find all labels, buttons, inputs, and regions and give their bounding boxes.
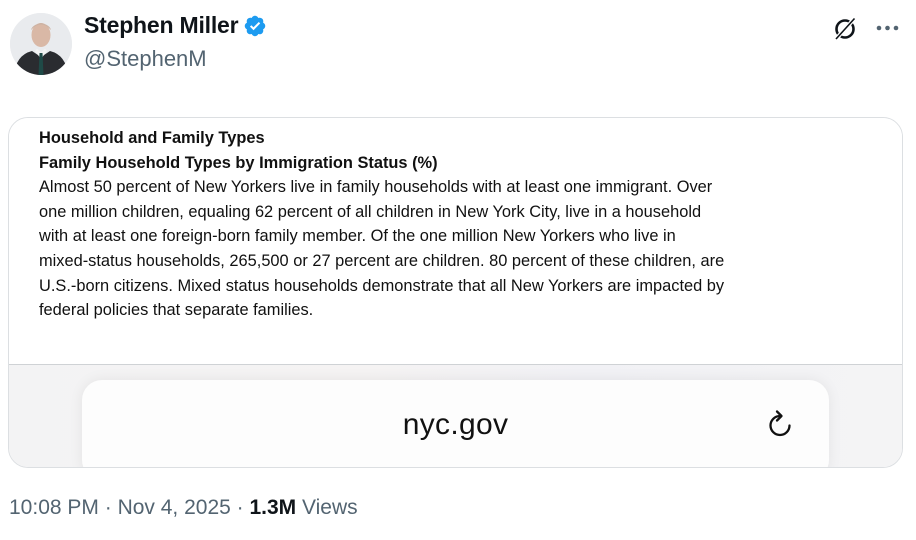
- browser-bar: nyc.gov: [9, 365, 902, 467]
- address-bar[interactable]: nyc.gov: [82, 380, 829, 467]
- reload-icon: [769, 410, 791, 437]
- document-line: with at least one foreign-born family me…: [39, 227, 676, 246]
- post-time[interactable]: 10:08 PM: [9, 496, 99, 519]
- document-line: mixed-status households, 265,500 or 27 p…: [39, 251, 725, 270]
- document-line: one million children, equaling 62 percen…: [39, 202, 702, 221]
- meta-separator: ·: [98, 496, 118, 519]
- views-label: Views: [296, 496, 358, 519]
- meta-separator: ·: [230, 496, 250, 519]
- document-heading: Household and Family Types: [39, 129, 265, 147]
- document-screenshot: Household and Family Types Family Househ…: [9, 118, 902, 365]
- avatar[interactable]: [10, 13, 72, 75]
- author-name-row[interactable]: Stephen Miller: [84, 12, 267, 39]
- views-count: 1.3M: [249, 496, 297, 519]
- author-name[interactable]: Stephen Miller: [84, 12, 239, 38]
- more-horizontal-icon: [876, 25, 899, 31]
- reload-button[interactable]: [763, 408, 799, 444]
- media-card[interactable]: Household and Family Types Family Househ…: [8, 117, 903, 468]
- grok-icon: [833, 16, 857, 42]
- more-options-button[interactable]: [872, 18, 904, 38]
- document-line: federal policies that separate families.: [39, 301, 314, 320]
- tweet-metadata: 10:08 PM · Nov 4, 2025 · 1.3M Views: [9, 496, 358, 520]
- divider: [9, 364, 902, 365]
- avatar-photo-icon: [10, 13, 72, 75]
- document-subheading: Family Household Types by Immigration St…: [39, 153, 438, 172]
- url-text: nyc.gov: [402, 408, 509, 441]
- author-handle[interactable]: @StephenM: [84, 46, 207, 71]
- grok-button[interactable]: [830, 14, 860, 44]
- post-date[interactable]: Nov 4, 2025: [117, 496, 231, 519]
- document-line: Almost 50 percent of New Yorkers live in…: [39, 178, 713, 197]
- document-line: U.S.-born citizens. Mixed status househo…: [39, 276, 725, 295]
- verified-badge-icon[interactable]: [243, 14, 267, 38]
